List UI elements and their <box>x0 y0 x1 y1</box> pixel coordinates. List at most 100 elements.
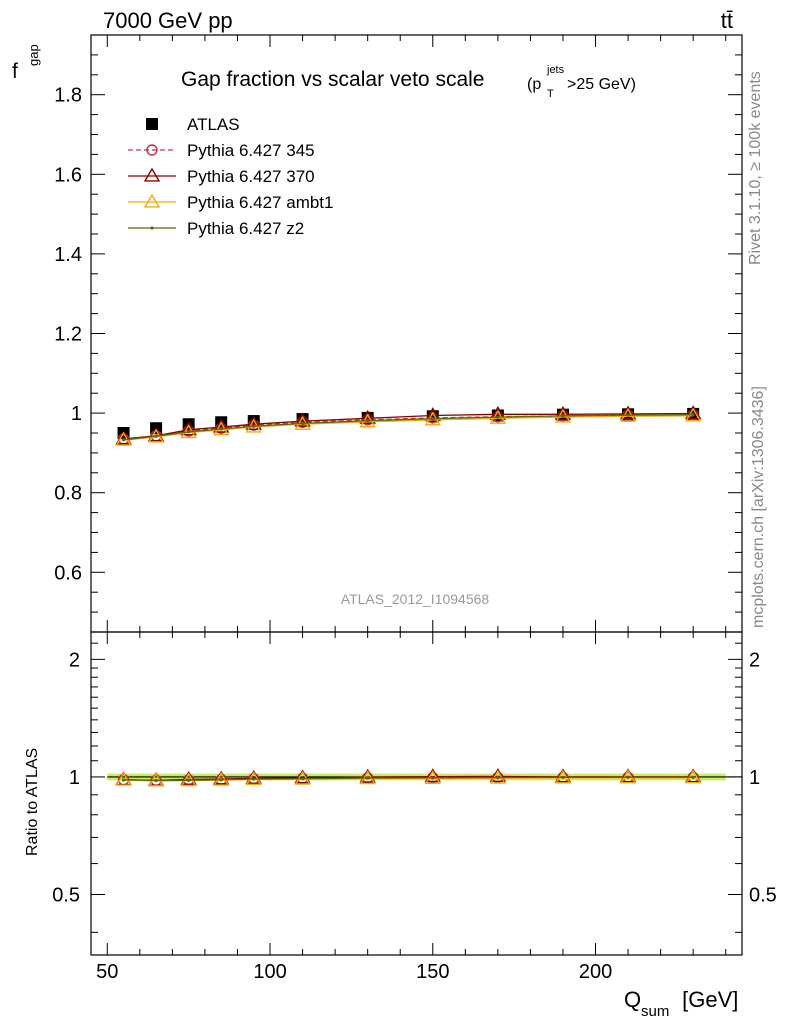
y-tick-label: 0.8 <box>54 483 82 505</box>
ratio-point <box>496 776 500 780</box>
data-point <box>366 419 370 423</box>
ratio-point <box>252 777 256 781</box>
data-point <box>121 438 126 442</box>
ratio-point <box>245 771 262 786</box>
data-point <box>212 418 230 433</box>
legend-marker <box>143 193 161 208</box>
data-point <box>187 430 191 434</box>
data-point <box>245 415 262 430</box>
ratio-series-line <box>123 776 694 782</box>
x-axis-label: Q sum [GeV] <box>624 987 738 1020</box>
x-label-sub: sum <box>641 1003 669 1020</box>
legend-label: Pythia 6.427 370 <box>187 167 315 186</box>
y-tick-label: 1.2 <box>54 324 82 346</box>
y-tick-label: 1 <box>71 403 82 425</box>
legend-marker <box>150 226 154 230</box>
data-point <box>219 427 223 431</box>
x-tick-label: 50 <box>96 961 118 983</box>
legend-label: ATLAS <box>187 115 240 134</box>
series-atlas <box>117 407 700 439</box>
ratio-series-layer <box>115 768 702 787</box>
ratio-point <box>366 776 370 780</box>
ratio-y-tick-label: 1 <box>69 767 80 789</box>
ratio-point <box>115 771 132 786</box>
ratio-point <box>294 770 311 785</box>
analysis-watermark: ATLAS_2012_I1094568 <box>341 591 490 607</box>
legend-label: Pythia 6.427 z2 <box>187 219 304 238</box>
ratio-point <box>121 778 126 782</box>
legend-marker <box>146 118 158 130</box>
data-point <box>619 405 637 420</box>
data-point <box>691 413 695 417</box>
series-pythia-6-427-370 <box>115 405 702 445</box>
ratio-point <box>180 772 197 787</box>
y-tick-label: 1.6 <box>54 164 82 186</box>
ratio-point <box>300 777 305 781</box>
legend-marker <box>146 144 158 156</box>
y-tick-label: 1.4 <box>54 244 82 266</box>
ratio-point <box>626 775 630 779</box>
main-y-axis-label: f gap <box>12 44 41 83</box>
ratio-y-tick-label-right: 0.5 <box>749 885 777 907</box>
data-point <box>154 434 158 438</box>
ratio-point <box>147 772 165 787</box>
legend-item: Pythia 6.427 ambt1 <box>128 193 333 212</box>
data-point <box>561 414 565 418</box>
legend-marker <box>143 167 161 182</box>
data-point <box>489 405 507 420</box>
ratio-y-tick-label-right: 2 <box>749 649 760 671</box>
legend-item: Pythia 6.427 345 <box>128 141 315 160</box>
ratio-point <box>691 775 695 779</box>
collision-energy-label: 7000 GeV pp <box>103 8 233 33</box>
ratio-point <box>359 768 376 783</box>
process-label: tt̄ <box>721 8 733 33</box>
x-tick-label: 100 <box>253 961 286 983</box>
data-point <box>300 421 305 426</box>
plot-title: Gap fraction vs scalar veto scale <box>181 68 484 91</box>
ratio-series-pythia-6-427-z2 <box>121 775 695 783</box>
legend-label: Pythia 6.427 ambt1 <box>187 193 333 212</box>
data-point <box>359 409 376 424</box>
data-point <box>626 413 630 417</box>
data-point <box>294 412 311 427</box>
y-label-sub: gap <box>26 44 41 66</box>
series-line <box>123 414 694 440</box>
series-line <box>123 414 694 441</box>
legend-label: Pythia 6.427 345 <box>187 141 315 160</box>
legend-item: Pythia 6.427 z2 <box>128 219 304 238</box>
ratio-y-tick-label: 2 <box>69 649 80 671</box>
ratio-y-tick-label: 0.5 <box>52 885 80 907</box>
title-cut-superscript: jets <box>546 64 565 76</box>
data-point <box>684 405 702 420</box>
main-series-layer <box>115 405 702 446</box>
data-point <box>252 424 256 428</box>
series-line <box>123 415 694 441</box>
data-point <box>431 417 435 421</box>
ratio-point <box>154 778 158 783</box>
x-label-unit: [GeV] <box>676 987 738 1012</box>
y-tick-label: 0.6 <box>54 562 82 584</box>
x-tick-label: 150 <box>416 961 449 983</box>
y-label-main: f <box>12 60 18 83</box>
mcplots-reference-label: mcplots.cern.ch [arXiv:1306.3436] <box>750 386 767 628</box>
x-tick-label: 200 <box>579 961 612 983</box>
ratio-point <box>431 776 435 780</box>
legend-item: Pythia 6.427 370 <box>128 167 315 186</box>
data-point <box>180 421 197 436</box>
data-point <box>554 405 572 420</box>
data-point <box>496 415 500 419</box>
series-line <box>123 412 694 440</box>
title-cut-suffix: >25 GeV) <box>567 76 636 93</box>
y-tick-label: 1.8 <box>54 85 82 107</box>
series-pythia-6-427-z2 <box>121 413 695 442</box>
legend: ATLAS Pythia 6.427 345 Pythia 6.427 370 Pyt… <box>128 115 333 238</box>
rivet-version-label: Rivet 3.1.10, ≥ 100k events <box>747 71 764 265</box>
title-cut-prefix: (p <box>527 76 541 93</box>
ratio-point <box>424 768 441 783</box>
ratio-point <box>219 778 223 782</box>
ratio-point <box>561 775 565 780</box>
ratio-frame <box>90 631 743 956</box>
ratio-point <box>489 768 507 783</box>
ratio-y-tick-label-right: 1 <box>749 767 760 789</box>
